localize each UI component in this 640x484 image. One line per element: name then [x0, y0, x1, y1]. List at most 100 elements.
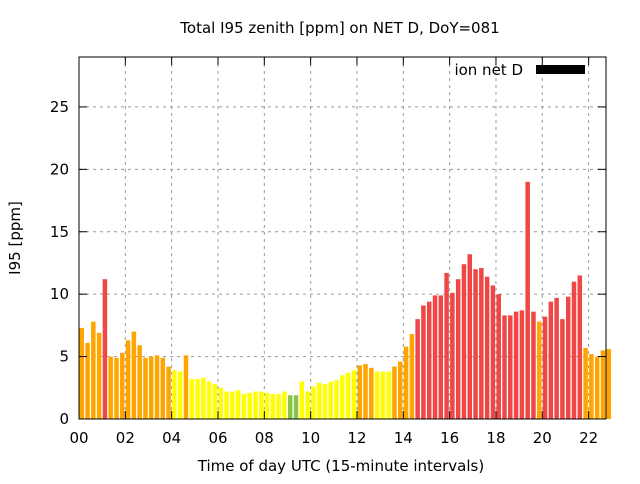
bar: [259, 391, 264, 419]
bar: [426, 301, 432, 419]
bar: [322, 384, 328, 419]
bar: [415, 319, 420, 419]
bar: [120, 352, 125, 419]
bar: [560, 319, 565, 419]
bar: [85, 342, 90, 419]
bar: [525, 181, 530, 419]
bar: [340, 375, 345, 419]
x-tick-label: 16: [440, 429, 459, 447]
bar: [554, 297, 559, 419]
bar: [143, 357, 148, 419]
x-axis-label: Time of day UTC (15-minute intervals): [197, 457, 484, 475]
bar: [421, 305, 426, 419]
bar: [571, 281, 577, 419]
bar: [490, 285, 496, 419]
bar: [444, 272, 449, 419]
bar: [201, 377, 206, 419]
bar: [166, 366, 171, 419]
bar: [282, 391, 287, 419]
y-tick-label: 0: [59, 410, 69, 428]
y-tick-label: 20: [50, 160, 69, 178]
bar: [374, 371, 380, 419]
bar: [548, 301, 554, 419]
x-tick-label: 04: [162, 429, 181, 447]
y-tick-label: 15: [50, 223, 69, 241]
x-tick-label: 02: [116, 429, 135, 447]
bar: [79, 327, 84, 419]
legend-swatch: [536, 65, 585, 74]
bar: [386, 371, 391, 419]
bar: [519, 310, 525, 419]
bar: [398, 361, 403, 419]
bar: [438, 295, 444, 419]
bar: [183, 355, 189, 419]
bar: [594, 356, 600, 419]
y-tick-label: 10: [50, 285, 69, 303]
bar: [392, 366, 397, 419]
legend-label: ion net D: [454, 61, 523, 79]
bar: [305, 391, 310, 419]
bar: [154, 355, 160, 419]
bar: [467, 254, 473, 419]
bar: [409, 334, 415, 419]
bar: [311, 386, 316, 419]
bar: [537, 321, 542, 419]
bar: [102, 279, 108, 419]
bar: [287, 395, 293, 419]
bar: [345, 372, 351, 419]
bar: [508, 315, 513, 419]
x-tick-label: 12: [347, 429, 366, 447]
bar: [369, 367, 374, 419]
bar: [230, 391, 235, 419]
bar: [218, 387, 223, 419]
bar: [206, 381, 212, 419]
bar: [264, 392, 270, 419]
bar: [600, 350, 606, 419]
bar: [589, 354, 594, 419]
bar: [496, 294, 501, 419]
bar: [450, 292, 455, 419]
bar: [247, 392, 252, 419]
x-tick-label: 10: [301, 429, 320, 447]
bar: [403, 346, 409, 419]
x-tick-label: 22: [579, 429, 598, 447]
bar: [189, 379, 195, 419]
bar: [473, 269, 478, 419]
bar: [276, 394, 281, 419]
bar: [195, 379, 200, 419]
bar: [293, 395, 299, 419]
bar: [160, 357, 166, 419]
x-tick-label: 18: [486, 429, 505, 447]
y-tick-label: 25: [50, 98, 69, 116]
bar: [241, 394, 247, 419]
bar: [455, 279, 461, 419]
bar: [125, 340, 131, 419]
bar: [565, 296, 571, 419]
bar: [108, 356, 113, 419]
legend: ion net D: [454, 61, 585, 79]
bar: [253, 391, 258, 419]
bar: [96, 332, 102, 419]
x-tick-label: 20: [533, 429, 552, 447]
bar: [224, 391, 229, 419]
bar: [212, 384, 218, 419]
bar: [137, 345, 142, 419]
bar: [357, 365, 362, 419]
bar: [351, 370, 357, 419]
bar: [583, 347, 588, 419]
bar: [484, 276, 490, 419]
bar: [235, 390, 241, 419]
bar: [316, 382, 322, 419]
y-axis-label: I95 [ppm]: [6, 201, 24, 275]
bar: [328, 381, 334, 419]
bar: [513, 311, 519, 419]
bar: [542, 316, 548, 419]
bar: [172, 370, 177, 419]
bar: [91, 321, 96, 419]
chart-title: Total I95 zenith [ppm] on NET D, DoY=081: [179, 19, 499, 37]
y-tick-label: 5: [59, 348, 69, 366]
plot-frame: [78, 56, 607, 420]
bar: [606, 349, 611, 419]
